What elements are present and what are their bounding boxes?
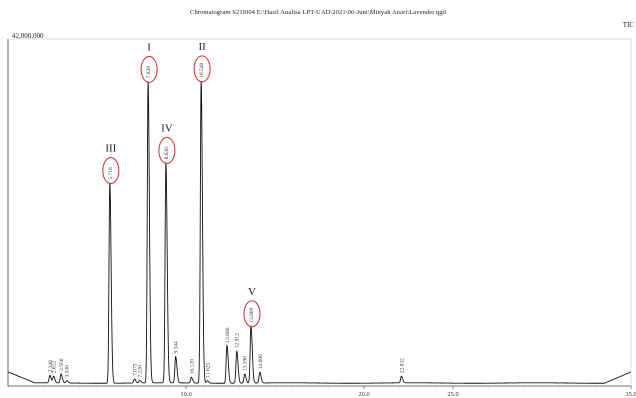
peak-rt-label-0: 2.346 bbox=[48, 360, 54, 373]
peak-rt-label-7: 7.828 bbox=[146, 66, 152, 79]
annotation-label-0: I bbox=[147, 41, 151, 53]
annotation-circle-0 bbox=[140, 55, 158, 83]
peak-rt-label-13: 12.680 bbox=[225, 327, 231, 342]
tic-label: TIC bbox=[622, 21, 634, 29]
annotation-label-2: III bbox=[105, 143, 116, 155]
annotation-circle-3 bbox=[158, 136, 176, 164]
peak-rt-label-9: 9.344 bbox=[174, 341, 180, 354]
peak-rt-label-3: 3.330 bbox=[65, 365, 71, 378]
y-axis-max-label: 42,000,000 bbox=[12, 32, 44, 40]
peak-rt-label-8: 8.630 bbox=[164, 147, 170, 160]
peak-rt-label-14: 12.912 bbox=[235, 333, 241, 348]
x-tick-label-3: 35.0 bbox=[625, 391, 636, 398]
annotation-label-3: IV bbox=[161, 122, 173, 134]
x-tick-label-0: 10.0 bbox=[180, 391, 191, 398]
peak-rt-label-4: 5.718 bbox=[108, 167, 114, 180]
x-tick-label-2: 25.0 bbox=[447, 391, 458, 398]
peak-rt-label-12: 11.625 bbox=[205, 363, 211, 378]
peak-rt-label-16: 13.809 bbox=[249, 307, 255, 322]
peak-rt-label-5: 7.075 bbox=[132, 363, 138, 376]
annotation-label-4: V bbox=[248, 286, 256, 298]
peak-rt-label-10: 10.120 bbox=[189, 359, 195, 374]
peak-rt-label-17: 14.006 bbox=[258, 354, 264, 369]
annotation-label-1: II bbox=[198, 41, 206, 53]
peak-rt-label-18: 22.032 bbox=[399, 358, 405, 373]
annotation-circle-1 bbox=[193, 55, 211, 83]
annotation-circle-2 bbox=[102, 157, 120, 185]
peak-rt-label-11: 10.540 bbox=[199, 63, 205, 78]
peak-rt-label-2: 2.950 bbox=[59, 358, 65, 371]
chart-title: Chromatogram S21I004 E:\Hasil Analisa LP… bbox=[190, 9, 446, 16]
x-tick-label-1: 20.0 bbox=[358, 391, 369, 398]
peak-rt-label-1: 2.612 bbox=[52, 361, 58, 374]
annotation-circle-4 bbox=[243, 300, 261, 328]
chromatogram-trace bbox=[7, 80, 631, 384]
peak-rt-label-6: 7.220 bbox=[138, 365, 144, 378]
peak-rt-label-15: 13.390 bbox=[243, 356, 249, 371]
